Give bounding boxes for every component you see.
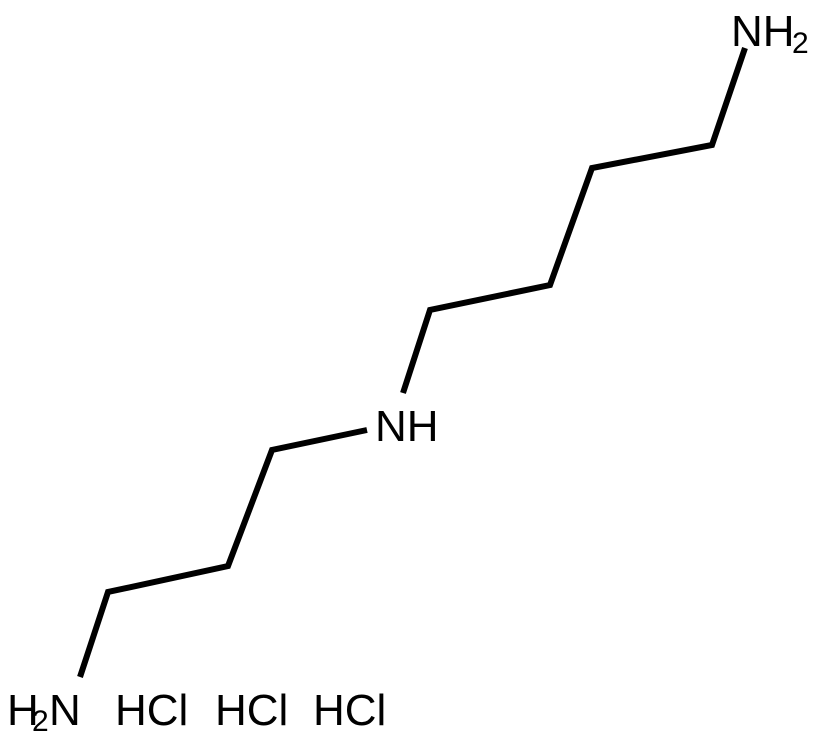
amine-top-label: NH (731, 7, 795, 56)
bond-group (77, 47, 748, 678)
amine-top-subscript: 2 (792, 27, 809, 60)
bond-chain-lower (77, 427, 368, 678)
hcl-label-3: HCl (313, 686, 386, 735)
secondary-amine-label: NH (375, 402, 439, 451)
hcl-label-1: HCl (115, 686, 188, 735)
amine-bottom-nitrogen: N (49, 686, 81, 735)
amine-bottom-hydrogen: H (7, 686, 39, 735)
hcl-label-2: HCl (215, 686, 288, 735)
bond-chain-upper (400, 47, 748, 394)
amine-bottom-subscript: 2 (32, 705, 49, 738)
atom-label-group: NH 2 NH H 2 N HCl HCl HCl (7, 7, 809, 738)
